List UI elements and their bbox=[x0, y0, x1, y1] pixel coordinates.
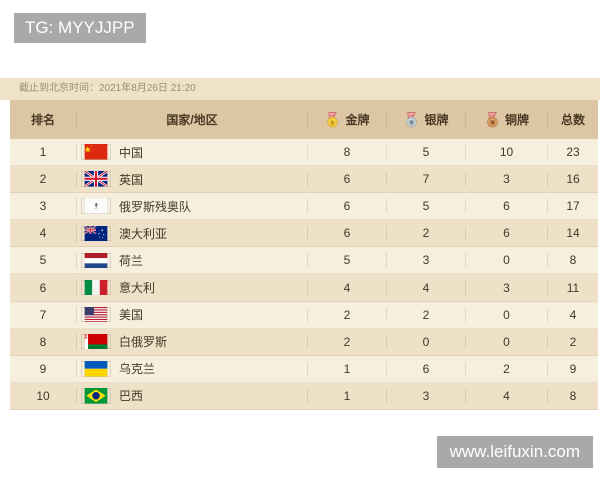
svg-text:铜: 铜 bbox=[490, 119, 495, 126]
svg-text:银: 银 bbox=[410, 119, 415, 126]
svg-text:金: 金 bbox=[330, 119, 336, 126]
